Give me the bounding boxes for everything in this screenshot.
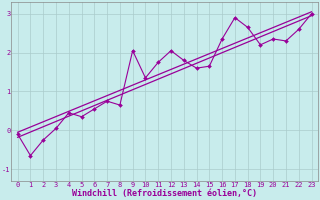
X-axis label: Windchill (Refroidissement éolien,°C): Windchill (Refroidissement éolien,°C) [72,189,257,198]
